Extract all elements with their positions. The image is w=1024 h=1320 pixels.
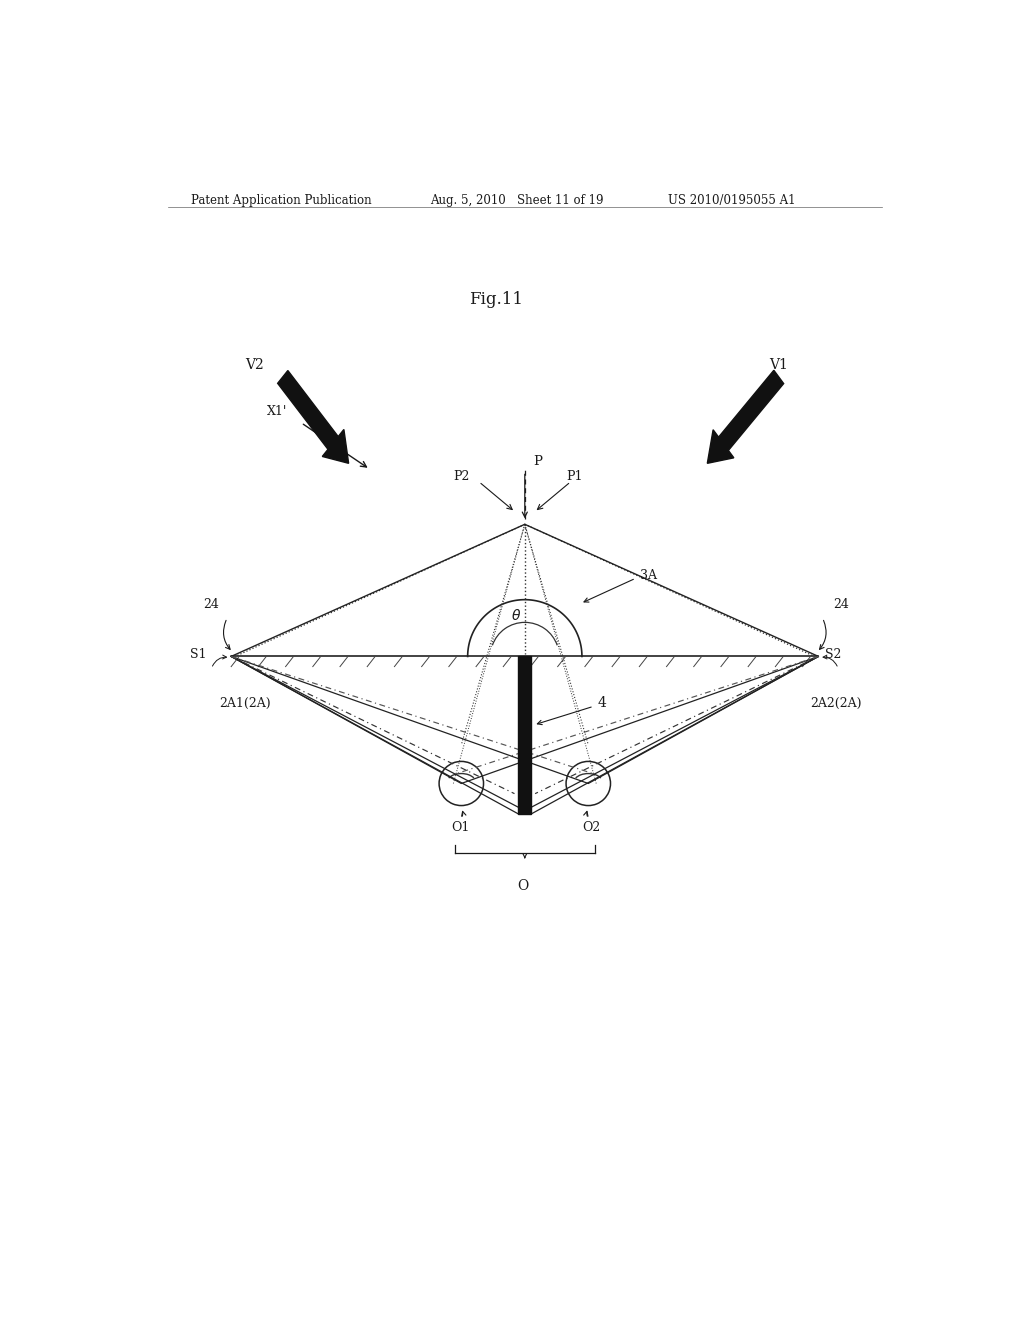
FancyArrow shape	[708, 371, 783, 463]
Text: 2A2(2A): 2A2(2A)	[811, 697, 862, 710]
Text: P1: P1	[566, 470, 583, 483]
Text: 24: 24	[833, 598, 849, 611]
Text: S1: S1	[189, 648, 207, 661]
Text: Patent Application Publication: Patent Application Publication	[191, 194, 372, 207]
Text: $\theta$: $\theta$	[511, 607, 521, 623]
Text: X1': X1'	[267, 404, 288, 417]
Text: Fig.11: Fig.11	[469, 290, 523, 308]
Text: V1: V1	[769, 358, 788, 372]
Text: P2: P2	[454, 470, 470, 483]
Text: P: P	[532, 455, 542, 469]
FancyArrow shape	[278, 371, 348, 463]
Text: 3A: 3A	[640, 569, 656, 582]
Text: US 2010/0195055 A1: US 2010/0195055 A1	[668, 194, 796, 207]
Bar	[518, 656, 531, 814]
Text: 4: 4	[598, 696, 606, 710]
Text: V2: V2	[246, 358, 264, 372]
Text: O1: O1	[451, 821, 469, 834]
Text: S2: S2	[824, 648, 841, 661]
Text: 2A1(2A): 2A1(2A)	[219, 697, 271, 710]
Text: O2: O2	[582, 821, 600, 834]
Text: Aug. 5, 2010   Sheet 11 of 19: Aug. 5, 2010 Sheet 11 of 19	[430, 194, 603, 207]
Text: O: O	[517, 879, 528, 892]
Text: 24: 24	[204, 598, 219, 611]
